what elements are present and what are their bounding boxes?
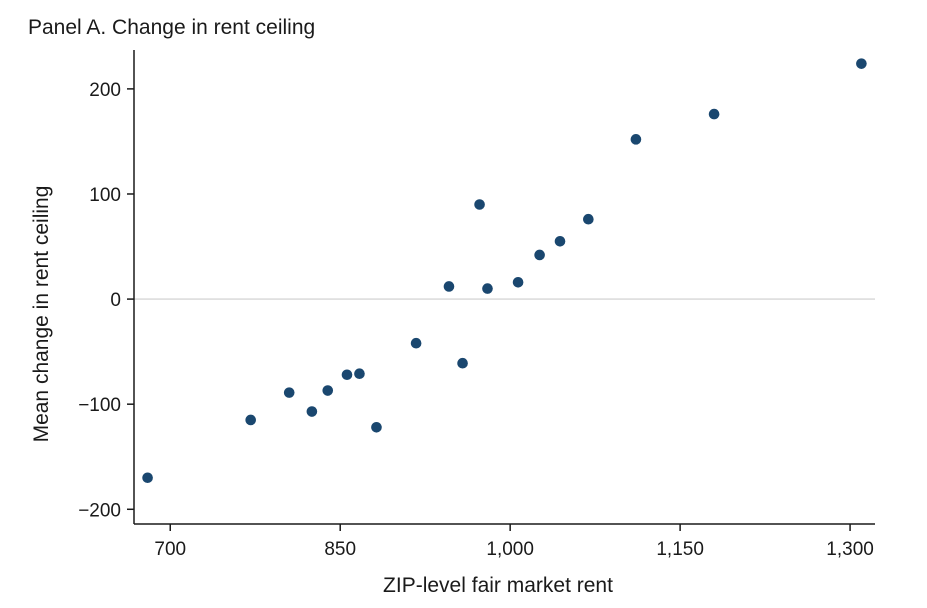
data-point: [410, 337, 422, 349]
y-tick-label: 0: [110, 290, 121, 311]
y-tick-label: −200: [78, 500, 121, 521]
data-point: [306, 406, 318, 417]
data-point: [583, 213, 594, 225]
x-tick-label: 850: [324, 539, 356, 560]
data-point: [457, 357, 468, 369]
y-tick-label: 100: [89, 185, 121, 206]
data-point: [354, 368, 365, 380]
data-point: [856, 58, 867, 69]
x-tick-label: 1,150: [656, 539, 704, 560]
x-tick-label: 1,000: [486, 539, 534, 560]
data-point: [534, 249, 545, 261]
x-axis-title: ZIP-level fair market rent: [383, 574, 613, 597]
data-point: [512, 276, 524, 288]
data-point: [371, 422, 382, 433]
y-tick-label: 200: [89, 80, 121, 101]
data-point: [322, 385, 334, 396]
data-point: [443, 281, 455, 292]
y-tick-label: −100: [78, 395, 121, 416]
data-point: [142, 472, 153, 484]
data-point: [341, 369, 353, 381]
x-tick-label: 700: [154, 539, 186, 560]
data-point: [245, 414, 257, 426]
data-point: [283, 387, 295, 398]
x-tick-label: 1,300: [826, 539, 874, 560]
data-point: [630, 134, 642, 145]
data-point: [482, 283, 493, 294]
data-point: [474, 199, 485, 210]
data-point: [554, 235, 566, 247]
chart-title: Panel A. Change in rent ceiling: [28, 16, 316, 39]
data-point: [708, 108, 720, 120]
